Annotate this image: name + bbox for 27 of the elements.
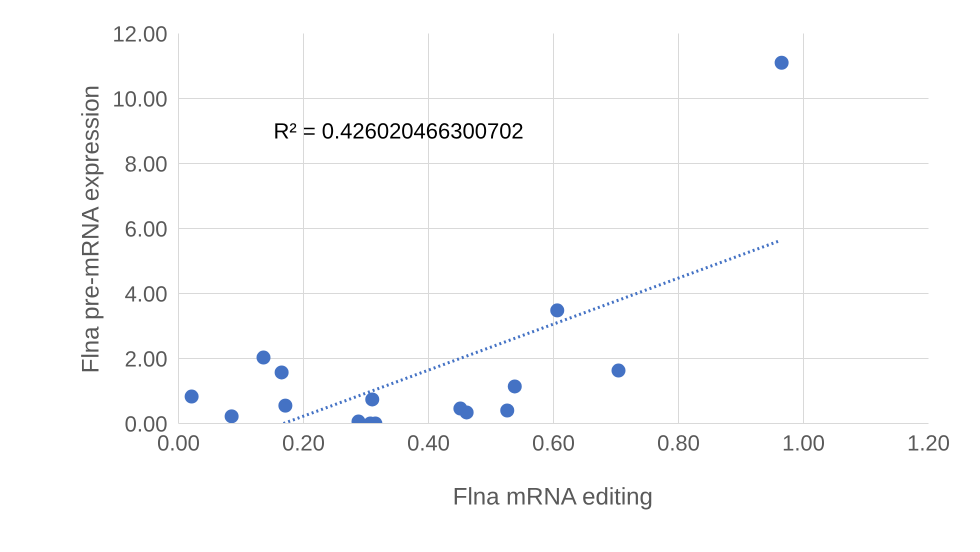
x-tick-label: 0.60 [532,430,575,456]
x-tick-label: 0.80 [657,430,700,456]
annotation: R² = 0.426020466300702 [274,118,524,144]
y-tick-label: 10.00 [112,86,168,112]
point [184,390,199,404]
point [460,405,474,420]
point [612,364,626,378]
point [224,409,239,424]
point [500,404,514,418]
x-tick-label: 1.00 [782,430,825,456]
point [508,379,522,394]
point [278,398,292,413]
x-axis-title: Flna mRNA editing [452,484,653,510]
x-tick-label: 0.20 [282,430,325,456]
y-tick-label: 4.00 [124,282,168,306]
y-tick-label: 6.00 [124,216,168,242]
point [550,303,564,318]
y-axis-title: Flna pre-mRNA expression [77,85,104,374]
point [365,392,380,406]
x-tick-label: 0.40 [407,430,450,456]
y-tick-label: 2.00 [124,346,168,372]
point [274,365,289,380]
point [774,56,789,70]
y-tick-label: 12.00 [112,22,168,46]
y-tick-label: 8.00 [124,152,168,176]
point [256,350,270,365]
x-tick-label: 1.20 [907,430,950,456]
